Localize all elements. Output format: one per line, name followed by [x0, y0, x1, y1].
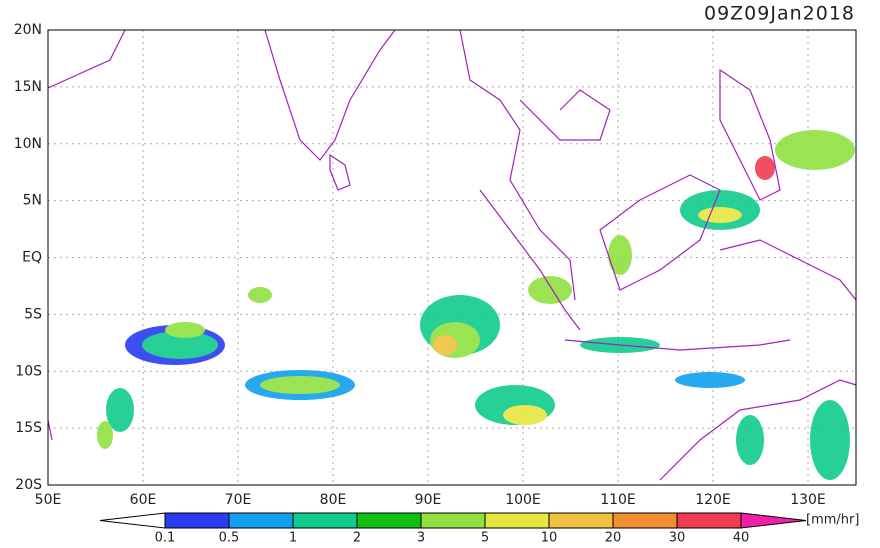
colorbar: 0.1 0.5 1 2 3 5 10 20 30 40	[99, 512, 807, 546]
lon-label: 60E	[130, 492, 157, 508]
colorbar-box	[420, 512, 486, 529]
lon-label: 70E	[225, 492, 252, 508]
lat-label: EQ	[22, 250, 42, 266]
lat-label: 5N	[23, 193, 42, 209]
colorbar-box	[228, 512, 294, 529]
colorbar-box	[484, 512, 550, 529]
lat-label: 20N	[14, 22, 42, 38]
colorbar-box	[356, 512, 422, 529]
colorbar-box	[164, 512, 230, 529]
colorbar-label: 0.5	[219, 531, 240, 545]
colorbar-label: 20	[605, 531, 622, 545]
map-title: 09Z09Jan2018	[704, 3, 855, 25]
colorbar-box	[548, 512, 614, 529]
legend-unit: [mm/hr]	[806, 513, 859, 528]
colorbar-label: 2	[353, 531, 361, 545]
lon-label: 110E	[600, 492, 636, 508]
colorbar-high	[740, 512, 807, 529]
colorbar-box	[676, 512, 742, 529]
lon-label: 80E	[320, 492, 347, 508]
lon-label: 90E	[415, 492, 442, 508]
lon-label: 120E	[695, 492, 731, 508]
lat-label: 5S	[24, 306, 42, 322]
grid	[48, 30, 856, 485]
lon-label: 100E	[505, 492, 541, 508]
colorbar-label: 0.1	[155, 531, 176, 545]
colorbar-label: 3	[417, 531, 425, 545]
lon-label: 50E	[35, 492, 62, 508]
colorbar-label: 5	[481, 531, 489, 545]
lat-label: 10N	[14, 136, 42, 152]
colorbar-box	[292, 512, 358, 529]
lat-label: 15S	[15, 420, 42, 436]
colorbar-label: 30	[669, 531, 686, 545]
colorbar-label: 10	[541, 531, 558, 545]
lon-label: 130E	[790, 492, 826, 508]
colorbar-box	[612, 512, 678, 529]
map-frame	[47, 29, 857, 486]
precipitation	[97, 130, 855, 480]
lat-label: 10S	[15, 363, 42, 379]
coastlines	[47, 29, 857, 481]
colorbar-label: 40	[733, 531, 750, 545]
lat-label: 20S	[15, 477, 42, 493]
colorbar-label: 1	[289, 531, 297, 545]
lat-label: 15N	[14, 79, 42, 95]
